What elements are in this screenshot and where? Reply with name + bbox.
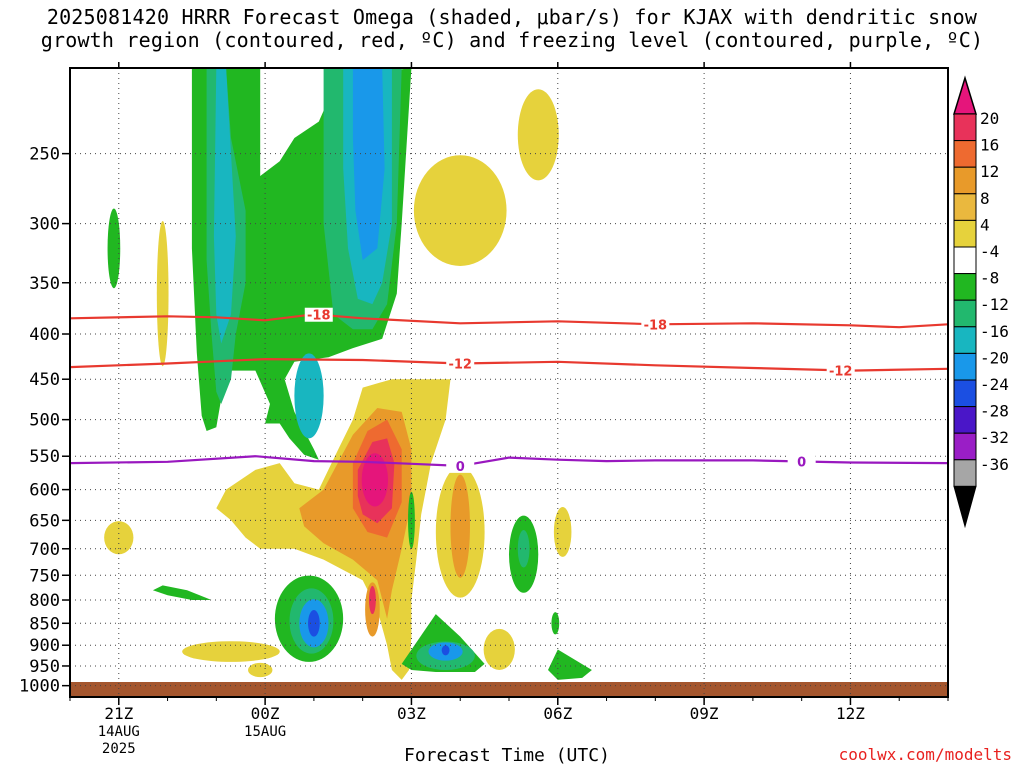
colorbar-label: -36	[980, 455, 1009, 474]
colorbar-label: 4	[980, 215, 990, 234]
omega-region-magenta	[361, 453, 389, 507]
omega-region-teal-05z	[517, 530, 530, 568]
colorbar-swatch	[953, 299, 977, 328]
omega-region-yellow-21z	[104, 521, 134, 555]
omega-region-green-06z	[548, 649, 592, 680]
y-tick-label: 550	[29, 447, 60, 467]
colorbar-label: 12	[980, 162, 999, 181]
contour-line	[70, 455, 948, 467]
contour-label: 0	[797, 455, 806, 470]
colorbar-swatch	[953, 113, 977, 142]
y-tick-label: 950	[29, 657, 60, 677]
contour-label: -18	[644, 318, 668, 333]
x-tick-label: 06Z	[543, 704, 572, 723]
x-tick-label: 15AUG	[244, 724, 286, 740]
colorbar-swatch	[953, 379, 977, 408]
x-axis-title: Forecast Time (UTC)	[404, 745, 610, 766]
contour-label: -12	[829, 364, 853, 379]
omega-region-yellow-940	[182, 641, 280, 662]
colorbar-label: -24	[980, 375, 1009, 394]
y-tick-label: 800	[29, 591, 60, 611]
omega-region-cyan-mid	[294, 353, 324, 439]
contour-label: -18	[307, 309, 331, 324]
colorbar-swatch	[953, 140, 977, 168]
omega-region-yellow-06z	[553, 507, 572, 557]
x-tick-label: 21Z	[104, 704, 133, 723]
omega-region-darkblue-03z	[441, 645, 450, 656]
omega-region-green-small	[107, 208, 121, 289]
contour-line	[70, 313, 948, 329]
contour-label-bg	[826, 363, 855, 378]
plot-area: -18 -18 -12 -12 0 0	[70, 68, 948, 697]
y-tick-label: 350	[29, 274, 60, 294]
contour-label-bg	[787, 454, 816, 469]
y-tick-label: 400	[29, 325, 60, 345]
chart-title: 2025081420 HRRR Forecast Omega (shaded, …	[0, 6, 1024, 52]
colorbar-swatch	[953, 352, 977, 381]
colorbar-extension-bottom	[953, 485, 977, 529]
y-tick-label: 600	[29, 481, 60, 501]
y-tick-label: 500	[29, 411, 60, 431]
chart-title-line2: growth region (contoured, red, ºC) and f…	[40, 28, 984, 52]
colorbar-label: -16	[980, 322, 1009, 341]
contour-label: 0	[456, 460, 465, 475]
colorbar-swatch	[953, 166, 977, 195]
x-tick-label: 03Z	[397, 704, 426, 723]
colorbar-label: -8	[980, 269, 999, 288]
contour-label-bg	[446, 356, 475, 371]
omega-region-red-low	[369, 585, 376, 615]
colorbar-label: 8	[980, 189, 990, 208]
colorbar-swatch	[953, 193, 977, 221]
omega-region-yellow-05z	[483, 628, 515, 670]
colorbar-label: 20	[980, 109, 999, 128]
y-tick-label: 900	[29, 636, 60, 656]
colorbar-swatch	[953, 326, 977, 354]
y-tick-label: 700	[29, 540, 60, 560]
colorbar-label: -4	[980, 242, 999, 261]
x-tick-label: 12Z	[836, 704, 865, 723]
y-tick-label: 750	[29, 566, 60, 586]
colorbar-label: -20	[980, 348, 1009, 367]
x-tick-label: 00Z	[251, 704, 280, 723]
x-tick-label: 09Z	[690, 704, 719, 723]
contour-label-bg	[304, 307, 333, 322]
colorbar-swatch	[953, 246, 977, 275]
omega-region-darkblue-01z	[308, 609, 320, 637]
y-tick-label: 300	[29, 215, 60, 235]
omega-region-orange-03z	[450, 474, 470, 578]
omega-region-green-thin	[408, 491, 415, 549]
colorbar-label: -12	[980, 295, 1009, 314]
colorbar-label: -28	[980, 402, 1009, 421]
credit-link[interactable]: coolwx.com/modelts	[838, 745, 1012, 764]
colorbar-extension-top	[952, 75, 978, 115]
omega-region-yellow-column	[156, 220, 169, 367]
contour-label-bg	[446, 458, 475, 473]
colorbar-swatch	[953, 219, 977, 248]
y-tick-label: 650	[29, 511, 60, 531]
x-tick-label: 2025	[102, 741, 136, 757]
contour-label-bg	[641, 317, 670, 332]
y-tick-label: 1000	[19, 677, 60, 697]
omega-region-green-22z	[152, 585, 212, 600]
y-tick-label: 850	[29, 614, 60, 634]
chart-title-line1: 2025081420 HRRR Forecast Omega (shaded, …	[46, 5, 978, 29]
omega-region-yellow-960	[248, 662, 273, 678]
omega-region-blue-core	[352, 68, 385, 261]
y-tick-label: 250	[29, 145, 60, 165]
contour-label: -12	[448, 358, 472, 373]
colorbar-swatch	[953, 273, 977, 301]
omega-region-yellow-upper	[413, 155, 507, 266]
colorbar-swatch	[953, 459, 977, 487]
x-tick-label: 14AUG	[98, 724, 140, 740]
colorbar-swatch	[953, 432, 977, 461]
colorbar-swatch	[953, 406, 977, 434]
colorbar-label: -32	[980, 428, 1009, 447]
omega-region-cyan-left	[213, 68, 236, 344]
colorbar-label: 16	[980, 136, 999, 155]
ground-strip	[70, 682, 948, 697]
y-tick-label: 450	[29, 370, 60, 390]
omega-region-yellow-top	[517, 89, 559, 181]
contour-line	[70, 358, 948, 372]
